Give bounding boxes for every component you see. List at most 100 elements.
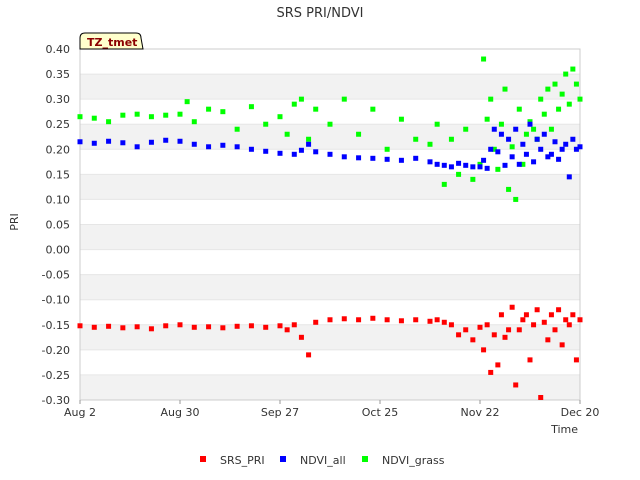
data-point [573, 357, 579, 363]
data-point [513, 126, 519, 132]
x-axis-title: Time [550, 423, 578, 436]
data-point [106, 119, 112, 125]
data-point [234, 323, 240, 329]
legend-swatch [200, 456, 206, 462]
data-point [370, 155, 376, 161]
data-point [491, 126, 497, 132]
data-point [495, 166, 501, 172]
data-point [481, 347, 487, 353]
data-point [570, 312, 576, 318]
x-tick-label: Aug 2 [64, 406, 96, 419]
x-tick-label: Dec 20 [561, 406, 600, 419]
legend-item-srs-pri: SRS_PRI [200, 454, 265, 467]
data-point [248, 323, 254, 329]
data-point [484, 322, 490, 328]
data-point [448, 136, 454, 142]
data-point [184, 99, 190, 105]
data-point [541, 131, 547, 137]
data-point [398, 157, 404, 163]
data-point [566, 101, 572, 107]
data-point [206, 106, 212, 112]
data-point [277, 150, 283, 156]
series-layer [77, 56, 583, 400]
data-point [516, 106, 522, 112]
data-point [463, 327, 469, 333]
data-point [356, 155, 362, 161]
data-point [502, 86, 508, 92]
data-point [456, 332, 462, 338]
data-point [552, 81, 558, 87]
data-point [91, 140, 97, 146]
data-point [91, 324, 97, 330]
data-point [531, 322, 537, 328]
data-point [516, 327, 522, 333]
x-tick-label: Nov 22 [461, 406, 500, 419]
y-tick-label: 0.35 [46, 68, 71, 81]
data-point [573, 81, 579, 87]
data-point [502, 334, 508, 340]
data-point [298, 334, 304, 340]
data-point [573, 146, 579, 152]
data-point [509, 144, 515, 150]
data-point [134, 111, 140, 117]
data-point [520, 141, 526, 147]
data-point [556, 156, 562, 162]
data-point [456, 160, 462, 166]
data-point [570, 136, 576, 142]
data-point [384, 317, 390, 323]
data-point [441, 319, 447, 325]
data-point [563, 71, 569, 77]
data-point [191, 119, 197, 125]
data-point [313, 106, 319, 112]
tz-annotation-box [79, 32, 144, 50]
data-point [398, 318, 404, 324]
data-point [191, 141, 197, 147]
data-point [441, 162, 447, 168]
plot-band [80, 174, 580, 200]
data-point [434, 161, 440, 167]
data-point [520, 161, 526, 167]
data-point [106, 138, 112, 144]
legend: SRS_PRI NDVI_all NDVI_grass [200, 454, 445, 467]
data-point [563, 317, 569, 323]
plot-band [80, 124, 580, 150]
y-tick-label: 0.00 [46, 244, 71, 257]
data-point [441, 181, 447, 187]
data-point [477, 164, 483, 170]
data-point [234, 144, 240, 150]
data-point [538, 146, 544, 152]
data-point [148, 114, 154, 120]
data-point [566, 322, 572, 328]
data-point [313, 149, 319, 155]
data-point [434, 317, 440, 323]
data-point [120, 325, 126, 331]
data-point [263, 121, 269, 127]
y-axis-title: PRI [8, 213, 21, 231]
y-tick-label: 0.25 [46, 118, 71, 131]
data-point [220, 142, 226, 148]
data-point [220, 325, 226, 331]
data-point [91, 115, 97, 121]
data-point [413, 317, 419, 323]
data-point [206, 324, 212, 330]
data-point [306, 352, 312, 358]
data-point [277, 114, 283, 120]
data-point [498, 121, 504, 127]
x-tick-label: Oct 25 [362, 406, 399, 419]
data-point [148, 326, 154, 332]
x-axis-ticks: Aug 2 Aug 30 Sep 27 Oct 25 Nov 22 Dec 20 [64, 400, 599, 419]
data-point [306, 141, 312, 147]
data-point [134, 144, 140, 150]
data-point [477, 161, 483, 167]
data-point [448, 164, 454, 170]
y-axis-ticks: 0.40 0.35 0.30 0.25 0.20 0.15 0.10 0.05 0.00 -0.0… [42, 43, 70, 407]
data-point [495, 149, 501, 155]
data-point [559, 91, 565, 97]
data-point [384, 146, 390, 152]
tz-annotation: TZ_tmet [79, 32, 144, 50]
series-ndvi-grass [77, 56, 583, 202]
data-point [356, 317, 362, 323]
data-point [488, 96, 494, 102]
data-point [220, 109, 226, 115]
data-point [523, 151, 529, 157]
